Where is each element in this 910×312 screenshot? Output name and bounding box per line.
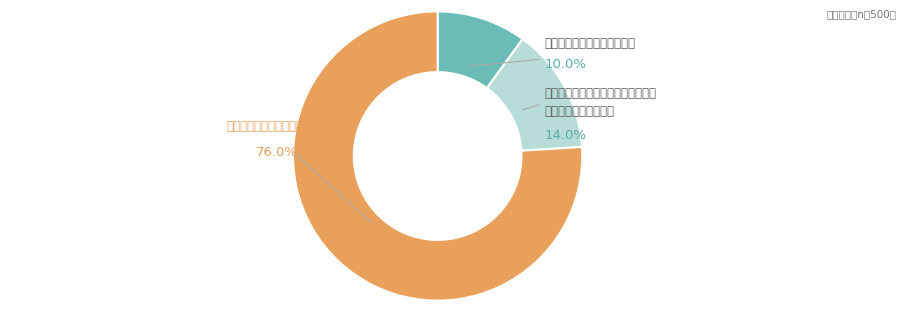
Text: 14.0%: 14.0% [545,129,587,142]
Text: 10.0%: 10.0% [545,58,587,71]
Text: 現在は副業・複業をしていないが、: 現在は副業・複業をしていないが、 [545,87,657,100]
Text: 過去も現在もしたことがない: 過去も現在もしたことがない [227,120,318,133]
Text: 現在、副業・複業をしている: 現在、副業・複業をしている [545,37,636,51]
Text: 76.0%: 76.0% [256,146,298,159]
Wedge shape [487,39,582,151]
Text: 過去にしたことがある: 過去にしたことがある [545,105,614,118]
Wedge shape [293,12,582,300]
Text: 単位：％（n＝500）: 単位：％（n＝500） [826,9,896,19]
Wedge shape [438,12,522,88]
